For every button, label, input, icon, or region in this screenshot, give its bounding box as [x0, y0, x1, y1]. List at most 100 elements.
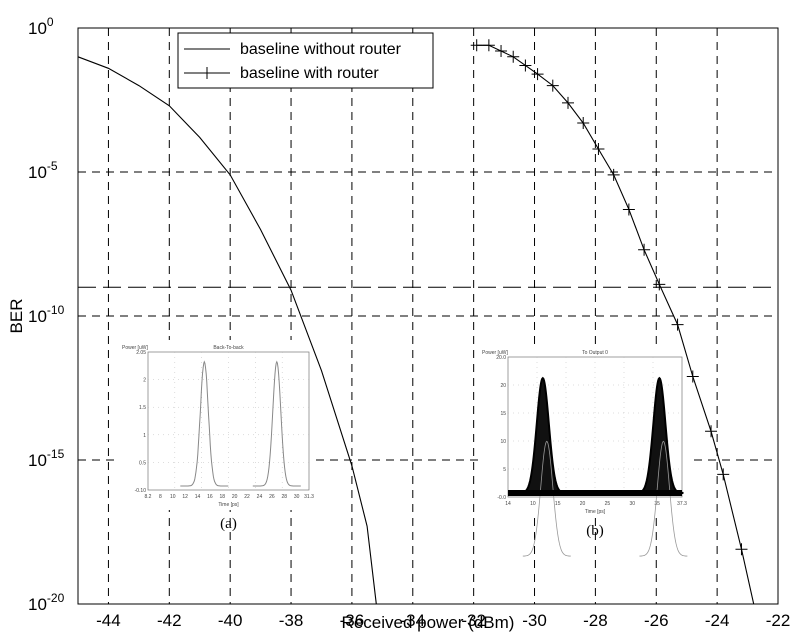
- legend-label-with-router: baseline with router: [240, 65, 379, 82]
- inset-title: Back-To-back: [213, 345, 244, 351]
- y-tick-exponent: -10: [47, 303, 65, 317]
- inset-x-tick: 14: [505, 501, 511, 507]
- inset-x-tick: 8: [159, 494, 162, 500]
- inset-x-tick: 20: [580, 501, 586, 507]
- y-tick-exponent: -15: [47, 447, 65, 461]
- inset-x-tick: 25: [605, 501, 611, 507]
- x-tick-label: -44: [96, 611, 121, 630]
- data-point-plus: [671, 318, 684, 331]
- inset-x-tick: 20: [232, 494, 238, 500]
- y-tick-base: 10: [28, 307, 47, 326]
- x-tick-label: -38: [279, 611, 304, 630]
- data-point-plus: [577, 117, 590, 130]
- data-point-plus: [705, 425, 718, 438]
- data-point-plus: [470, 39, 483, 52]
- series-line-with-router: [476, 44, 755, 605]
- series-line-without-router: [77, 56, 377, 605]
- x-tick-label: -36: [340, 611, 365, 630]
- inset-y-tick: 20: [500, 383, 506, 389]
- x-tick-label: -22: [766, 611, 791, 630]
- data-point-plus: [482, 39, 495, 52]
- inset-x-tick: 30: [294, 494, 300, 500]
- inset-x-label: Time [ps]: [585, 509, 606, 515]
- y-tick-label: 10-10: [28, 303, 65, 326]
- x-tick-label: -32: [461, 611, 486, 630]
- inset-y-tick: 2.05: [136, 350, 146, 356]
- series-group: [77, 39, 755, 605]
- data-point-plus: [607, 168, 620, 181]
- inset-x-tick: 8.2: [145, 494, 152, 500]
- inset-y-tick: 0.5: [139, 460, 146, 466]
- inset-y-label: Power [uW]: [122, 345, 148, 351]
- insets: Back-To-back Power [uW] Time [ps] 2.05 2 1.5 1…: [120, 340, 688, 557]
- data-point-plus: [686, 370, 699, 383]
- y-tick-label: 10-20: [28, 591, 65, 614]
- data-point-plus: [495, 45, 508, 58]
- inset-caption: (b): [586, 523, 604, 539]
- inset-secondary-pulse: [639, 440, 688, 557]
- inset-y-tick: 1.5: [139, 405, 146, 411]
- y-tick-exponent: 0: [47, 15, 54, 29]
- data-point-plus: [546, 79, 559, 92]
- inset-y-tick: 10: [500, 439, 506, 445]
- y-tick-label: 100: [28, 15, 54, 38]
- inset-pulse: [180, 360, 229, 487]
- data-point-plus: [653, 278, 666, 291]
- data-point-plus: [717, 468, 730, 481]
- data-point-plus: [507, 50, 520, 63]
- y-tick-exponent: -20: [47, 591, 65, 605]
- y-tick-label: 10-15: [28, 447, 65, 470]
- inset-x-tick: 10: [170, 494, 176, 500]
- grid-lines: [78, 28, 778, 604]
- inset-x-tick: 31.3: [304, 494, 314, 500]
- data-point-plus: [735, 543, 748, 556]
- inset-x-tick: 35: [654, 501, 660, 507]
- inset-y-tick: 20.0: [496, 355, 506, 361]
- inset-x-tick: 28: [281, 494, 287, 500]
- y-tick-exponent: -5: [47, 159, 58, 173]
- inset-x-tick: 10: [530, 501, 536, 507]
- y-tick-base: 10: [28, 19, 47, 38]
- x-tick-label: -24: [705, 611, 730, 630]
- y-tick-base: 10: [28, 163, 47, 182]
- inset-pulse: [252, 360, 301, 487]
- inset-y-tick: 2: [143, 378, 146, 384]
- legend-label-without-router: baseline without router: [240, 41, 402, 58]
- x-tick-label: -34: [400, 611, 425, 630]
- inset-x-tick: 26: [269, 494, 275, 500]
- inset-caption: (a): [220, 516, 237, 532]
- inset-noise-floor: [508, 490, 682, 496]
- y-tick-base: 10: [28, 595, 47, 614]
- plot-frame: [77, 27, 779, 605]
- inset-x-tick: 14: [195, 494, 201, 500]
- data-point-plus: [638, 243, 651, 256]
- y-tick-label: 10-5: [28, 159, 58, 182]
- x-tick-label: -28: [583, 611, 608, 630]
- inset-x-tick: 30: [630, 501, 636, 507]
- inset-secondary-pulse: [522, 440, 571, 557]
- inset-title: To Output 0: [582, 350, 608, 356]
- x-tick-label: -30: [522, 611, 547, 630]
- inset-x-tick: 12: [182, 494, 188, 500]
- inset-to-output: To Output 0 Power [uW] Time [ps] 20.0 20 15 10…: [480, 345, 688, 557]
- inset-y-tick: 1: [143, 433, 146, 439]
- inset-y-tick: -0.10: [135, 488, 147, 494]
- x-axis-label: Received power (dBm): [342, 613, 515, 632]
- x-tick-label: -42: [157, 611, 182, 630]
- inset-y-tick: 15: [500, 411, 506, 417]
- inset-x-tick: 22: [244, 494, 250, 500]
- inset-back-to-back: Back-To-back Power [uW] Time [ps] 2.05 2 1.5 1…: [120, 340, 315, 532]
- y-tick-base: 10: [28, 451, 47, 470]
- inset-x-tick: 18: [220, 494, 226, 500]
- inset-y-tick: -0.0: [497, 495, 506, 501]
- x-tick-label: -26: [644, 611, 669, 630]
- inset-x-tick: 16: [207, 494, 213, 500]
- inset-y-label: Power [uW]: [482, 350, 508, 356]
- inset-x-tick: 24: [257, 494, 263, 500]
- y-axis-label: BER: [7, 299, 26, 334]
- x-tick-labels: -44 -42 -40 -38 -36 -34 -32 -30 -28 -26 -24 -22: [96, 611, 790, 630]
- data-point-plus: [592, 142, 605, 155]
- legend-box: [177, 32, 434, 89]
